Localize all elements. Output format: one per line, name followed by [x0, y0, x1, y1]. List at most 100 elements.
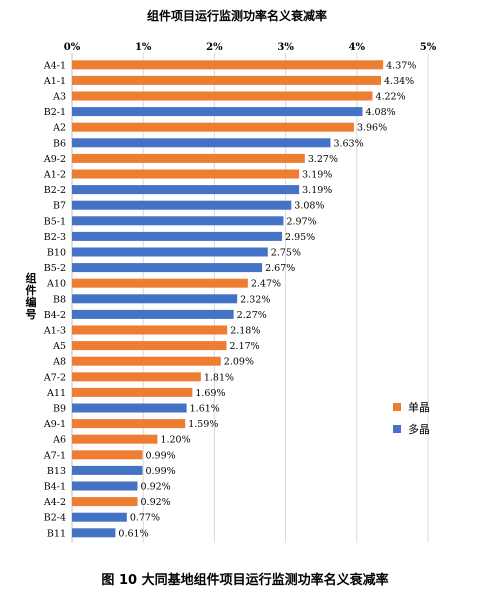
data-label: 2.47%	[251, 279, 281, 290]
bar	[72, 419, 186, 429]
category-label: A11	[46, 388, 66, 399]
legend-label: 多晶	[408, 422, 430, 436]
data-label: 4.37%	[386, 60, 416, 71]
category-labels: A4-1 A1-1 A3 B2-1 A2 B6 A9-2 A1-2 B2-2 B7 B5-1 B2-3…	[43, 60, 66, 539]
bar	[72, 247, 268, 257]
category-label: B5-1	[44, 216, 66, 227]
bar	[72, 263, 263, 273]
data-label: 0.61%	[118, 528, 148, 539]
category-label: A5	[52, 341, 66, 352]
category-label: A4-2	[43, 497, 66, 508]
y-axis-label-text: 组件编号	[26, 271, 37, 321]
data-label: 2.32%	[240, 294, 270, 305]
legend-swatch	[393, 425, 401, 433]
bar	[72, 512, 127, 522]
category-label: A6	[52, 435, 66, 446]
category-label: A3	[52, 92, 66, 103]
bar	[72, 185, 300, 195]
data-label: 0.99%	[145, 450, 175, 461]
data-label: 1.59%	[188, 419, 218, 430]
category-label: A10	[46, 279, 66, 290]
bar	[72, 497, 138, 507]
x-tick-label: 5%	[420, 42, 437, 53]
category-label: A2	[52, 123, 66, 134]
category-label: A1-2	[43, 170, 66, 181]
x-tick-label: 3%	[277, 42, 294, 53]
data-label: 3.96%	[357, 123, 387, 134]
category-label: B2-4	[44, 513, 66, 524]
category-label: B9	[53, 404, 66, 415]
data-label: 1.61%	[190, 404, 220, 415]
data-label: 1.20%	[160, 435, 190, 446]
category-label: B4-1	[44, 482, 66, 493]
data-label: 3.27%	[308, 154, 338, 165]
category-label: A9-2	[43, 154, 66, 165]
data-label: 0.99%	[145, 466, 175, 477]
data-label: 0.77%	[130, 513, 160, 524]
bar	[72, 294, 238, 304]
data-label: 3.63%	[333, 138, 363, 149]
bar	[72, 75, 382, 85]
bar	[72, 169, 300, 179]
bar	[72, 450, 143, 460]
bar	[72, 216, 284, 226]
bar	[72, 278, 248, 288]
category-label: B5-2	[44, 263, 66, 274]
data-label: 1.69%	[195, 388, 225, 399]
data-label: 4.22%	[375, 92, 405, 103]
data-label: 4.08%	[365, 107, 395, 118]
category-label: A7-2	[43, 372, 66, 383]
data-labels: 4.37% 4.34% 4.22% 4.08% 3.96% 3.63% 3.27% 3.19%…	[118, 60, 416, 539]
category-label: B11	[47, 528, 66, 539]
category-label: A4-1	[43, 60, 66, 71]
bar	[72, 60, 384, 70]
x-tick-label: 4%	[349, 42, 366, 53]
category-label: A9-1	[43, 419, 66, 430]
figure-caption: 图 10 大同基地组件项目运行监测功率名义衰减率	[101, 572, 388, 588]
data-label: 1.81%	[204, 372, 234, 383]
data-label: 3.08%	[294, 201, 324, 212]
legend-swatch	[393, 403, 401, 411]
category-label: A7-1	[43, 450, 66, 461]
bar	[72, 403, 187, 413]
category-label: B13	[47, 466, 66, 477]
data-label: 2.97%	[286, 216, 316, 227]
bar	[72, 122, 354, 132]
bar	[72, 107, 363, 117]
data-label: 2.67%	[265, 263, 295, 274]
bar	[72, 231, 283, 241]
category-label: A8	[52, 357, 66, 368]
chart-title: 组件项目运行监测功率名义衰减率	[147, 8, 327, 23]
bar	[72, 138, 331, 148]
data-label: 0.92%	[141, 482, 171, 493]
x-axis-ticks: 0% 1% 2% 3% 4% 5%	[64, 42, 437, 53]
bar	[72, 528, 116, 538]
legend-label: 单晶	[408, 401, 430, 414]
bar	[72, 387, 193, 397]
category-label: A1-1	[43, 76, 66, 87]
bar	[72, 434, 158, 444]
bar	[72, 325, 228, 335]
category-label: B6	[53, 138, 66, 149]
x-tick-label: 2%	[206, 42, 223, 53]
bar	[72, 309, 234, 319]
bar	[72, 481, 138, 491]
bar	[72, 465, 143, 475]
data-label: 2.95%	[285, 232, 315, 243]
bar	[72, 341, 227, 351]
bar	[72, 200, 292, 210]
data-label: 0.92%	[141, 497, 171, 508]
category-label: B4-2	[44, 310, 66, 321]
category-label: B2-2	[44, 185, 66, 196]
data-label: 2.75%	[271, 248, 301, 259]
category-label: B2-3	[44, 232, 66, 243]
bar	[72, 91, 373, 101]
category-label: B8	[53, 294, 66, 305]
data-label: 4.34%	[384, 76, 414, 87]
data-label: 3.19%	[302, 170, 332, 181]
category-label: B10	[47, 248, 66, 259]
data-label: 2.09%	[224, 357, 254, 368]
x-tick-label: 1%	[135, 42, 152, 53]
